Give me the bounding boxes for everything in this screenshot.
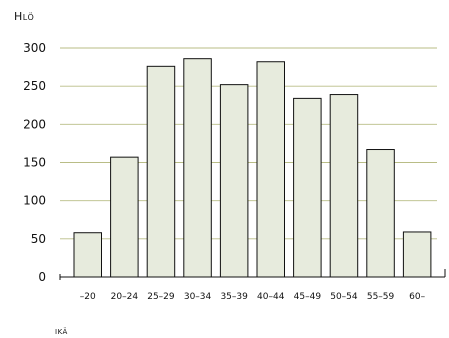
- y-tick-labels: 0 50 100 150 200 250 300: [23, 41, 46, 284]
- y-tick-label: 200: [23, 117, 46, 131]
- x-tick-label: 50–54: [330, 292, 358, 302]
- y-tick-label: 50: [31, 232, 46, 246]
- bar: [73, 232, 102, 278]
- bar: [293, 97, 322, 278]
- y-axis-label: Hlö: [14, 10, 34, 23]
- bar: [329, 94, 359, 278]
- axes: [59, 269, 446, 280]
- bars: [73, 58, 432, 278]
- bar: [183, 58, 212, 278]
- y-tick-label: 300: [23, 41, 46, 55]
- y-tick-label: 100: [23, 194, 46, 208]
- y-tick-label: 150: [23, 156, 46, 170]
- bar: [146, 65, 176, 278]
- x-tick-label: 40–44: [257, 292, 285, 302]
- bar: [402, 231, 432, 278]
- x-axis-label: ikä: [55, 326, 68, 337]
- bar: [110, 156, 139, 278]
- x-tick-label: 20–24: [111, 292, 139, 302]
- x-tick-labels: –20 20–24 25–29 30–34 35–39 40–44 45–49 50–54 55…: [80, 292, 426, 302]
- bar: [366, 149, 395, 278]
- x-tick-label: 35–39: [220, 292, 248, 302]
- x-tick-label: 30–34: [184, 292, 212, 302]
- bar: [219, 84, 249, 278]
- x-tick-label: 60–: [409, 292, 425, 302]
- y-tick-label: 250: [23, 79, 46, 93]
- x-tick-label: 45–49: [294, 292, 322, 302]
- bar: [256, 61, 285, 278]
- x-tick-label: 25–29: [147, 292, 175, 302]
- x-tick-label: –20: [80, 292, 96, 302]
- y-tick-label: 0: [38, 270, 46, 284]
- x-tick-label: 55–59: [367, 292, 395, 302]
